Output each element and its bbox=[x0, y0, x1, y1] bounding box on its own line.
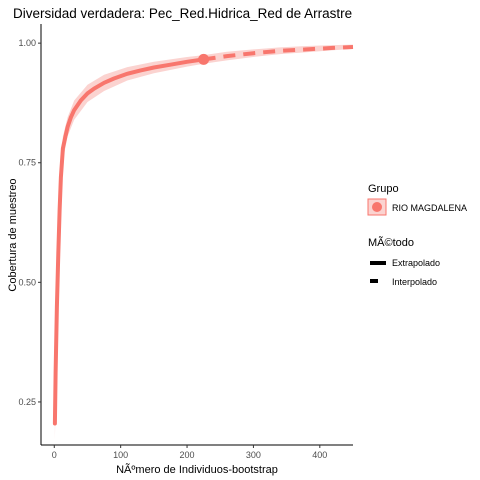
y-tick-label: 1.00 bbox=[18, 38, 36, 48]
confidence-band bbox=[54, 44, 354, 441]
y-tick-label: 0.50 bbox=[18, 277, 36, 287]
confidence-band-area bbox=[54, 44, 354, 441]
legend-method-title: MÃ©todo bbox=[368, 236, 414, 249]
legend-method-item-extrapolado: Extrapolado bbox=[370, 258, 440, 268]
y-axis-label: Cobertura de muestreo bbox=[7, 178, 19, 291]
legend-method-item-interpolado: Interpolado bbox=[370, 277, 437, 287]
axes: 0 100 200 300 400 0.25 0.50 0.75 1.00 bbox=[18, 24, 353, 460]
x-tick-label: 100 bbox=[113, 450, 128, 460]
series-lines bbox=[52, 45, 354, 426]
y-tick-label: 0.75 bbox=[18, 158, 36, 168]
legend-group-point-icon bbox=[372, 202, 382, 212]
plot-panel bbox=[52, 44, 354, 441]
x-tick-label: 0 bbox=[52, 450, 57, 460]
reference-point-layer bbox=[198, 53, 210, 65]
legend-group-item: RIO MAGDALENA bbox=[367, 198, 467, 216]
legend-method-label-interpolado: Interpolado bbox=[392, 277, 437, 287]
legend-method-label-extrapolado: Extrapolado bbox=[392, 258, 440, 268]
reference-point bbox=[198, 53, 210, 65]
x-axis-label: NÃºmero de Individuos-bootstrap bbox=[116, 463, 278, 476]
legend-group-label: RIO MAGDALENA bbox=[392, 203, 467, 213]
legend-group-title: Grupo bbox=[368, 183, 399, 195]
x-tick-label: 200 bbox=[180, 450, 195, 460]
legend: Grupo RIO MAGDALENA MÃ©todo Extrapolado … bbox=[367, 183, 467, 287]
series-line-extrapolado bbox=[52, 57, 206, 426]
chart-title: Diversidad verdadera: Pec_Red.Hidrica_Re… bbox=[13, 6, 352, 21]
y-tick-label: 0.25 bbox=[18, 397, 36, 407]
y-ticks: 0.25 0.50 0.75 1.00 bbox=[18, 38, 41, 407]
x-tick-label: 400 bbox=[312, 450, 327, 460]
x-ticks: 0 100 200 300 400 bbox=[52, 445, 327, 460]
series-line-interpolado bbox=[203, 45, 354, 62]
x-tick-label: 300 bbox=[246, 450, 261, 460]
